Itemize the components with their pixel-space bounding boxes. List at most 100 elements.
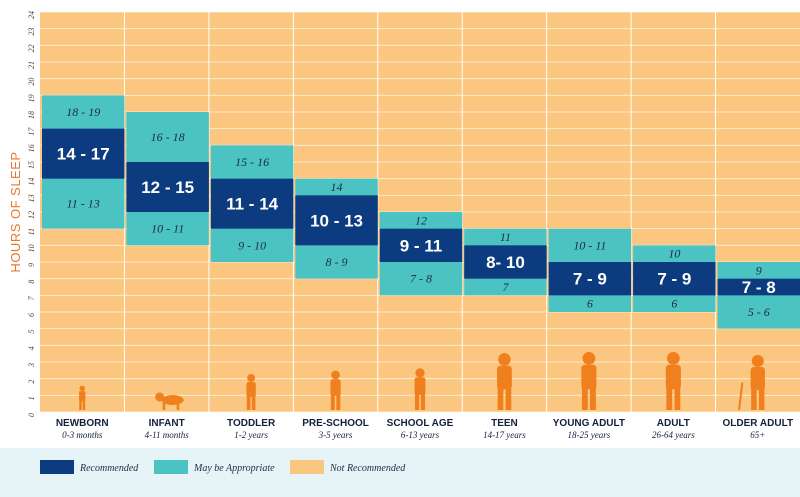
figure-left-leg bbox=[497, 383, 504, 410]
figure-torso bbox=[750, 367, 765, 391]
figure-torso bbox=[414, 377, 426, 395]
figure-torso bbox=[581, 364, 597, 390]
figure-left-leg bbox=[79, 398, 82, 410]
figure-torso bbox=[246, 381, 256, 398]
y-tick-label: 0 bbox=[27, 413, 36, 417]
recommended-bar bbox=[42, 128, 125, 179]
y-tick-label: 4 bbox=[27, 346, 36, 350]
y-tick-label: 7 bbox=[27, 295, 36, 300]
category-ages: 3-5 years bbox=[318, 430, 353, 440]
figure-left-leg bbox=[246, 393, 251, 410]
recommended-range-label: 8- 10 bbox=[486, 253, 525, 272]
category-name: OLDER ADULT bbox=[723, 418, 794, 429]
upper-range-label: 10 bbox=[668, 247, 680, 261]
toddler-icon bbox=[246, 374, 256, 410]
recommended-bar bbox=[379, 228, 463, 262]
baby-crawling-icon bbox=[155, 392, 184, 410]
y-tick-label: 15 bbox=[27, 161, 36, 169]
upper-range-label: 15 - 16 bbox=[235, 155, 269, 169]
recommended-range-label: 14 - 17 bbox=[57, 145, 110, 164]
y-tick-label: 12 bbox=[27, 211, 36, 219]
figure-head bbox=[666, 352, 680, 365]
figure-torso bbox=[330, 379, 341, 396]
y-tick-label: 22 bbox=[27, 44, 36, 52]
figure-right-leg bbox=[505, 383, 512, 410]
category-name: PRE-SCHOOL bbox=[302, 418, 369, 429]
recommended-range-label: 7 - 8 bbox=[742, 278, 776, 297]
recommended-bar bbox=[717, 278, 800, 296]
y-tick-label: 8 bbox=[27, 280, 36, 284]
y-tick-label: 16 bbox=[27, 144, 36, 152]
upper-range-label: 11 bbox=[500, 230, 511, 244]
figure-right-leg bbox=[420, 390, 426, 410]
cane bbox=[738, 382, 744, 411]
recommended-range-label: 10 - 13 bbox=[310, 211, 363, 230]
upper-range-label: 18 - 19 bbox=[66, 105, 100, 119]
y-tick-label: 2 bbox=[27, 380, 36, 384]
y-tick-label: 24 bbox=[27, 11, 36, 19]
crawler-head bbox=[155, 392, 165, 402]
y-tick-label: 14 bbox=[27, 178, 36, 186]
legend-label-may_be_appropriate: May be Appropriate bbox=[193, 463, 275, 474]
lower-range-label: 5 - 6 bbox=[748, 305, 770, 319]
child-icon bbox=[414, 368, 426, 410]
legend-swatch-recommended bbox=[40, 460, 74, 474]
figure-head bbox=[247, 374, 256, 382]
figure-right-leg bbox=[758, 384, 765, 410]
recommended-bar bbox=[295, 195, 378, 246]
recommended-range-label: 7 - 9 bbox=[657, 270, 691, 289]
figure-right-leg bbox=[590, 383, 596, 410]
lower-range-label: 6 bbox=[587, 297, 593, 311]
figure-right-leg bbox=[674, 383, 681, 410]
category-name: TODDLER bbox=[227, 418, 276, 429]
figure-right-leg bbox=[251, 393, 256, 410]
y-tick-label: 10 bbox=[27, 244, 36, 252]
category-ages: 6-13 years bbox=[401, 430, 440, 440]
upper-range-label: 9 bbox=[756, 263, 762, 277]
lower-range-label: 6 bbox=[671, 297, 677, 311]
y-tick-label: 9 bbox=[27, 263, 36, 267]
figure-torso bbox=[497, 365, 512, 390]
recommended-range-label: 9 - 11 bbox=[400, 236, 443, 255]
figure-left-leg bbox=[581, 383, 588, 410]
upper-range-label: 16 - 18 bbox=[151, 130, 185, 144]
y-tick-label: 6 bbox=[27, 313, 36, 317]
figure-left-leg bbox=[666, 383, 673, 410]
figure-left-leg bbox=[751, 384, 757, 410]
recommended-range-label: 11 - 14 bbox=[226, 195, 279, 214]
adult-icon bbox=[665, 352, 681, 410]
figure-head bbox=[582, 352, 596, 365]
figure-head bbox=[498, 353, 511, 366]
figure-head bbox=[751, 354, 764, 368]
category-ages: 18-25 years bbox=[568, 430, 611, 440]
recommended-bar bbox=[548, 262, 632, 296]
lower-range-label: 7 bbox=[502, 280, 509, 294]
upper-range-label: 10 - 11 bbox=[573, 238, 606, 252]
lower-range-label: 9 - 10 bbox=[238, 238, 266, 252]
category-ages: 0-3 months bbox=[62, 430, 103, 440]
crawler-arm bbox=[162, 402, 166, 410]
y-tick-label: 5 bbox=[27, 330, 36, 334]
teen-icon bbox=[497, 353, 512, 410]
figure-torso bbox=[665, 364, 681, 390]
baby-sitting-icon bbox=[79, 385, 86, 410]
category-ages: 26-64 years bbox=[652, 430, 695, 440]
y-tick-label: 17 bbox=[27, 127, 36, 136]
y-tick-label: 18 bbox=[27, 111, 36, 119]
figure-head bbox=[79, 385, 85, 391]
y-tick-label: 23 bbox=[27, 28, 36, 36]
y-tick-label: 11 bbox=[27, 228, 36, 235]
lower-range-label: 10 - 11 bbox=[151, 222, 184, 236]
figure-right-leg bbox=[336, 391, 341, 410]
legend-swatch-may_be_appropriate bbox=[154, 460, 188, 474]
category-name: TEEN bbox=[491, 418, 518, 429]
upper-range-label: 12 bbox=[415, 213, 427, 227]
legend-swatch-not_recommended bbox=[290, 460, 324, 474]
category-name: SCHOOL AGE bbox=[387, 418, 454, 429]
legend-label-recommended: Recommended bbox=[79, 463, 139, 474]
category-name: YOUNG ADULT bbox=[553, 418, 625, 429]
category-ages: 14-17 years bbox=[483, 430, 526, 440]
lower-range-label: 7 - 8 bbox=[410, 272, 432, 286]
